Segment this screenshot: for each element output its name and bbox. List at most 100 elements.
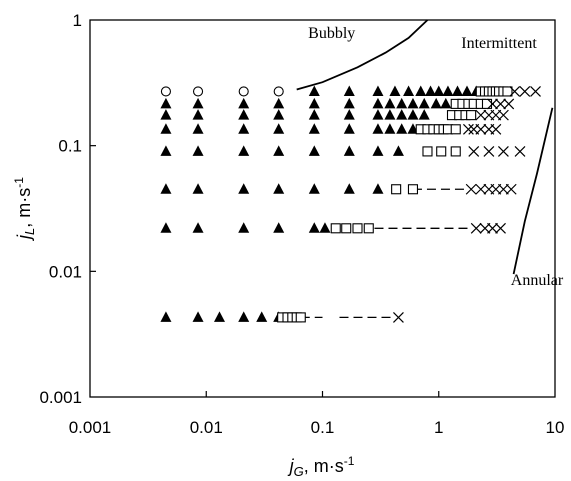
cross-marker (503, 98, 515, 110)
triangle-marker (308, 85, 320, 96)
cross-marker (465, 183, 477, 195)
y-tick-label: 0.01 (49, 262, 82, 281)
triangle-marker (403, 85, 415, 96)
triangle-marker (238, 183, 250, 194)
square-marker (450, 124, 461, 135)
square-marker (450, 146, 461, 157)
triangle-marker (273, 145, 285, 156)
triangle-marker (407, 97, 419, 109)
triangle-marker (433, 85, 445, 96)
cross-marker (490, 109, 502, 121)
triangle-marker (452, 85, 464, 96)
axis-ticks: 0.001 0.01 0.1 1 10 0.001 0.01 0.1 1 (39, 11, 564, 437)
triangle-marker (372, 97, 384, 109)
triangle-marker (396, 123, 408, 134)
triangle-marker (160, 109, 172, 120)
triangle-marker (192, 311, 204, 322)
triangle-marker (319, 222, 331, 233)
triangle-marker (192, 222, 204, 233)
x-tick-label: 0.001 (69, 418, 112, 437)
triangle-marker (343, 97, 355, 109)
triangle-marker (238, 222, 250, 233)
triangle-marker (308, 222, 320, 233)
cross-marker (490, 123, 502, 135)
cross-marker (530, 86, 541, 97)
cross-marker (475, 123, 487, 135)
cross-marker (509, 86, 521, 97)
cross-marker (470, 222, 482, 234)
cross-marker (475, 109, 487, 121)
regime-label: Annular (511, 272, 564, 289)
cross-marker (497, 183, 509, 195)
triangle-marker (372, 123, 384, 134)
intermittent-annular-boundary-line (512, 107, 554, 275)
triangle-marker (238, 145, 250, 156)
triangle-marker (372, 85, 384, 96)
triangle-marker (192, 97, 204, 109)
circle-marker (192, 86, 204, 97)
cross-marker (495, 98, 506, 110)
square-marker (481, 98, 493, 109)
triangle-marker (160, 311, 172, 322)
data-markers (160, 85, 541, 323)
triangle-marker (273, 222, 285, 233)
circle-marker (238, 86, 249, 97)
triangle-marker (389, 85, 401, 96)
cross-marker (490, 183, 502, 195)
regime-label: Intermittent (461, 35, 537, 52)
plot-frame (89, 19, 556, 398)
x-tick-label: 10 (546, 418, 565, 437)
triangle-marker (308, 145, 320, 156)
triangle-marker (160, 145, 172, 156)
triangle-marker (425, 85, 437, 96)
triangle-marker (192, 123, 204, 134)
cross-marker (505, 183, 517, 195)
triangle-marker (384, 97, 396, 109)
triangle-marker (273, 97, 285, 109)
triangle-marker (396, 109, 408, 120)
triangle-marker (192, 183, 204, 194)
x-axis-title: jG, m·s-1 (287, 454, 355, 479)
square-marker (341, 223, 352, 234)
triangle-marker (418, 109, 430, 120)
square-marker (407, 184, 419, 195)
triangle-marker (273, 123, 285, 134)
triangle-marker (273, 109, 285, 120)
y-tick-label: 0.001 (39, 388, 82, 407)
triangle-marker (343, 109, 355, 120)
cross-marker (483, 145, 495, 157)
square-marker (363, 223, 374, 234)
square-marker (436, 146, 447, 157)
triangle-marker (384, 123, 396, 134)
square-marker (352, 223, 363, 234)
triangle-marker (396, 97, 408, 109)
regime-labels: Bubbly Intermittent Annular (308, 25, 564, 289)
cross-marker (487, 222, 498, 234)
cross-marker (393, 311, 404, 323)
triangle-marker (238, 97, 250, 109)
triangle-marker (160, 123, 172, 134)
triangle-marker (418, 97, 430, 109)
square-marker (422, 146, 433, 157)
cross-marker (514, 145, 526, 157)
square-marker (502, 86, 513, 97)
triangle-marker (308, 109, 320, 120)
regime-label: Bubbly (308, 25, 355, 42)
triangle-marker (407, 109, 419, 120)
triangle-marker (343, 123, 355, 134)
x-tick-label: 0.01 (190, 418, 223, 437)
square-marker (330, 223, 341, 234)
y-tick-label: 0.1 (58, 137, 82, 156)
triangle-marker (384, 109, 396, 120)
triangle-marker (343, 183, 355, 194)
triangle-marker (192, 109, 204, 120)
triangle-marker (415, 85, 427, 96)
cross-marker (495, 222, 506, 234)
triangle-marker (256, 311, 268, 322)
triangle-marker (308, 123, 320, 134)
x-tick-label: 1 (434, 418, 443, 437)
triangle-marker (238, 123, 250, 134)
cross-marker (463, 123, 474, 135)
triangle-marker (343, 145, 355, 156)
cross-marker (497, 145, 509, 157)
